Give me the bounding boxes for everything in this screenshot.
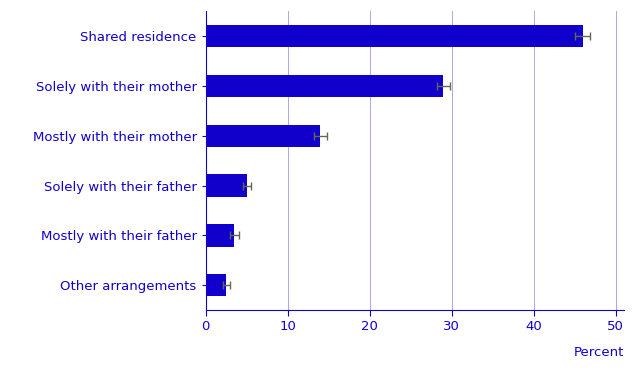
Bar	[206, 174, 247, 197]
Text: Percent: Percent	[574, 346, 624, 359]
Bar	[206, 75, 444, 97]
Bar	[206, 124, 320, 147]
Bar	[206, 274, 226, 296]
Bar	[206, 25, 583, 47]
Bar	[206, 224, 235, 246]
